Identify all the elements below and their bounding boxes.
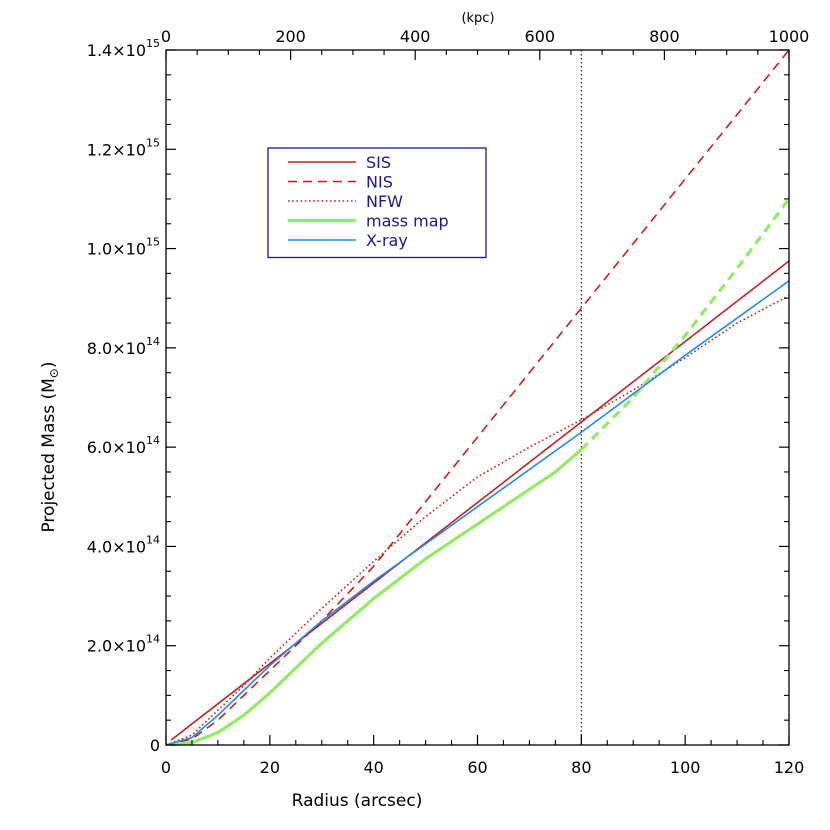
x-tick-label: 80 [571,758,591,777]
tick-marks [165,49,790,746]
legend-label: NIS [366,173,393,192]
legend-label: SIS [366,153,391,172]
top-tick-label: 800 [649,27,680,46]
legend-label: NFW [366,192,403,211]
legend-label: X-ray [366,231,408,250]
y-tick-mantissa: 2.0×10 [87,637,146,656]
top-tick-label: 1000 [769,27,810,46]
top-tick-label: 600 [525,27,556,46]
y-tick-exponent: 15 [146,236,160,249]
y-axis-label: Projected Mass (M⊙) [39,361,61,532]
solar-mass-symbol: ⊙ [47,368,61,378]
y-tick-mantissa: 4.0×10 [87,537,146,556]
series-line-sis [170,260,790,741]
y-tick-label: 1.4×1015 [87,37,160,60]
series-line-x-ray [165,280,790,746]
x-tick-label: 40 [363,758,383,777]
x-axis-label: Radius (arcsec) [292,791,423,811]
y-tick-exponent: 14 [146,633,160,646]
series-line-nis [165,49,790,746]
series-lines [165,49,791,747]
series-line-mass-map-extension [580,197,791,451]
y-tick-exponent: 14 [146,533,160,546]
y-tick-exponent: 15 [146,37,160,50]
y-tick-mantissa: 8.0×10 [87,339,146,358]
top-axis-unit-label: (kpc) [461,11,494,26]
top-tick-label: 400 [400,27,431,46]
legend-label: mass map [366,212,449,231]
y-tick-mantissa: 1.2×10 [87,140,146,159]
y-tick-label: 0 [150,736,160,755]
y-tick-label: 1.2×1015 [87,136,160,159]
y-tick-label: 6.0×1014 [87,434,160,457]
y-tick-exponent: 14 [146,335,160,348]
series-line-nfw [165,295,790,746]
y-tick-mantissa: 6.0×10 [87,438,146,457]
top-tick-label: 0 [161,27,171,46]
y-tick-label: 1.0×1015 [87,236,160,259]
y-axis-label-suffix: ) [39,361,59,368]
x-tick-label: 120 [774,758,805,777]
y-tick-mantissa: 1.0×10 [87,240,146,259]
top-tick-label: 200 [275,27,306,46]
x-tick-label: 60 [467,758,487,777]
y-tick-label: 4.0×1014 [87,533,160,556]
series-line-mass-map [171,448,583,747]
x-tick-label: 0 [161,758,171,777]
y-tick-label: 8.0×1014 [87,335,160,358]
y-tick-mantissa: 1.4×10 [87,41,146,60]
y-tick-label: 2.0×1014 [87,633,160,656]
x-tick-label: 100 [670,758,701,777]
y-tick-exponent: 15 [146,136,160,149]
y-axis-label-prefix: Projected Mass (M [39,378,59,532]
y-tick-exponent: 14 [146,434,160,447]
x-tick-label: 20 [260,758,280,777]
y-tick-mantissa: 0 [150,736,160,755]
